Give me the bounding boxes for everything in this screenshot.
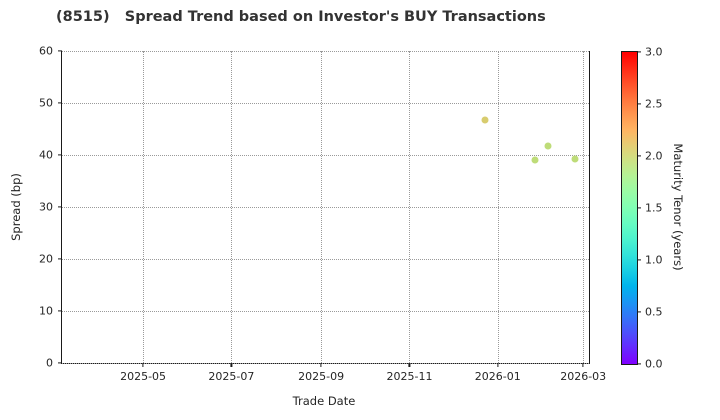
x-tick-mark (230, 363, 232, 367)
y-tick-label: 50 (39, 96, 53, 110)
y-tick-mark (58, 310, 62, 312)
x-gridline (497, 51, 499, 363)
x-gridline (583, 51, 585, 363)
colorbar-tick-label: 2.5 (645, 97, 663, 111)
y-gridline (62, 154, 589, 156)
colorbar-tick-mark (637, 155, 641, 157)
colorbar-tick-label: 0.0 (645, 357, 663, 371)
x-tick-mark (408, 363, 411, 367)
y-tick-mark (58, 102, 62, 104)
y-tick-mark (58, 362, 62, 364)
x-gridline (231, 51, 233, 363)
colorbar-tick-label: 1.0 (645, 253, 663, 267)
y-gridline (62, 207, 589, 208)
x-gridline (143, 51, 145, 363)
y-gridline (62, 51, 589, 52)
y-tick-mark (58, 258, 62, 260)
data-point (481, 116, 489, 124)
colorbar-tick-mark (637, 103, 641, 105)
y-tick-mark (58, 154, 62, 156)
x-tick-label: 2025-09 (298, 370, 345, 383)
colorbar-tick-mark (637, 363, 641, 365)
x-axis-label: Trade Date (292, 394, 356, 408)
colorbar-tick-mark (637, 207, 641, 209)
y-gridline (62, 259, 589, 260)
x-gridline (321, 51, 323, 363)
x-tick-label: 2025-05 (120, 370, 167, 383)
y-tick-label: 20 (39, 252, 53, 266)
x-tick-mark (142, 363, 144, 367)
x-tick-label: 2025-07 (208, 370, 255, 383)
x-tick-label: 2025-11 (386, 370, 433, 383)
y-tick-label: 10 (39, 304, 53, 318)
colorbar-tick-label: 1.5 (645, 201, 663, 215)
chart-title: (8515) Spread Trend based on Investor's … (56, 9, 546, 25)
colorbar-label: Maturity Tenor (years) (671, 143, 685, 271)
x-tick-label: 2026-01 (474, 370, 521, 383)
y-gridline (62, 103, 589, 104)
colorbar-tick-label: 3.0 (645, 45, 663, 59)
x-gridline (409, 51, 411, 363)
y-gridline (62, 363, 589, 364)
y-axis-label: Spread (bp) (9, 173, 23, 241)
y-gridline (62, 310, 589, 312)
x-tick-mark (582, 363, 584, 367)
colorbar-tick-label: 2.0 (645, 149, 663, 163)
x-tick-mark (497, 363, 499, 367)
y-tick-label: 0 (46, 356, 53, 370)
y-tick-mark (58, 206, 62, 208)
colorbar-tick-mark (637, 311, 641, 313)
y-tick-label: 40 (39, 148, 53, 162)
x-tick-label: 2026-03 (560, 370, 607, 383)
data-point (531, 156, 539, 164)
y-tick-label: 60 (39, 44, 53, 58)
x-tick-mark (320, 363, 322, 367)
data-point (571, 155, 579, 163)
colorbar-tick-mark (637, 259, 641, 261)
colorbar-tick-mark (637, 51, 641, 53)
y-tick-label: 30 (39, 200, 53, 214)
colorbar-gradient: 3.0 2.5 2.0 1.5 1.0 0.5 0.0 (621, 46, 663, 371)
colorbar-tick-label: 0.5 (645, 305, 663, 319)
y-tick-mark (58, 50, 62, 52)
plot-area: 0 10 20 30 40 50 60 2025-05 2025-07 2025-09 2025-1… (39, 45, 606, 384)
data-point (544, 142, 552, 150)
